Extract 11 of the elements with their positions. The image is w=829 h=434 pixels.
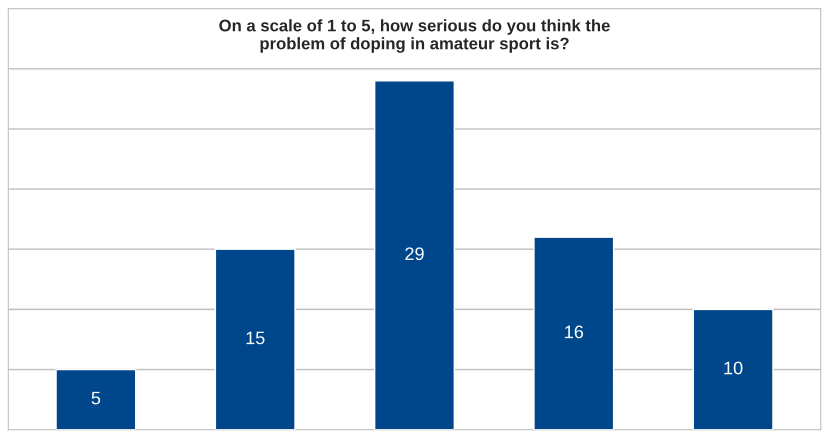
data-label: 5 [92, 392, 100, 404]
data-label: 10 [724, 362, 742, 374]
bar [692, 308, 774, 430]
bar [533, 236, 614, 430]
data-label: 16 [565, 325, 584, 338]
bar [55, 368, 136, 430]
bar [214, 248, 296, 430]
data-label: 15 [246, 332, 264, 344]
data-label: 29 [405, 247, 424, 260]
text: On a scale of 1 to 5, how serious do you think the problem of doping in amateur sport is? [219, 19, 610, 53]
bar [374, 80, 456, 430]
